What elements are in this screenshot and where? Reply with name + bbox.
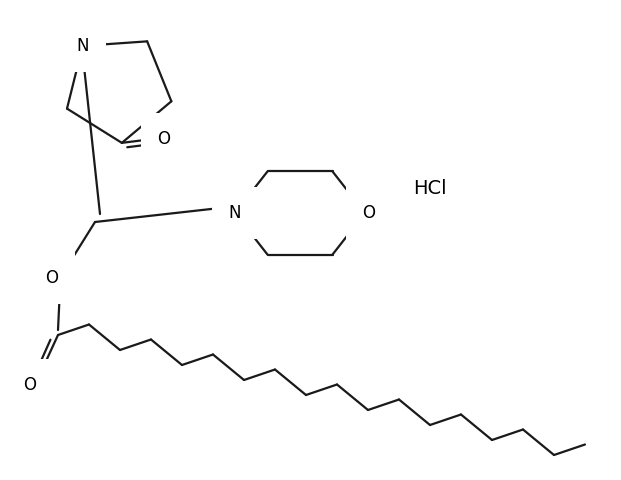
Text: N: N: [76, 37, 89, 55]
Text: O: O: [45, 269, 58, 287]
Text: N: N: [229, 204, 241, 222]
Text: O: O: [24, 376, 37, 394]
Text: O: O: [363, 204, 376, 222]
Text: O: O: [157, 130, 170, 148]
Text: HCl: HCl: [413, 179, 447, 197]
